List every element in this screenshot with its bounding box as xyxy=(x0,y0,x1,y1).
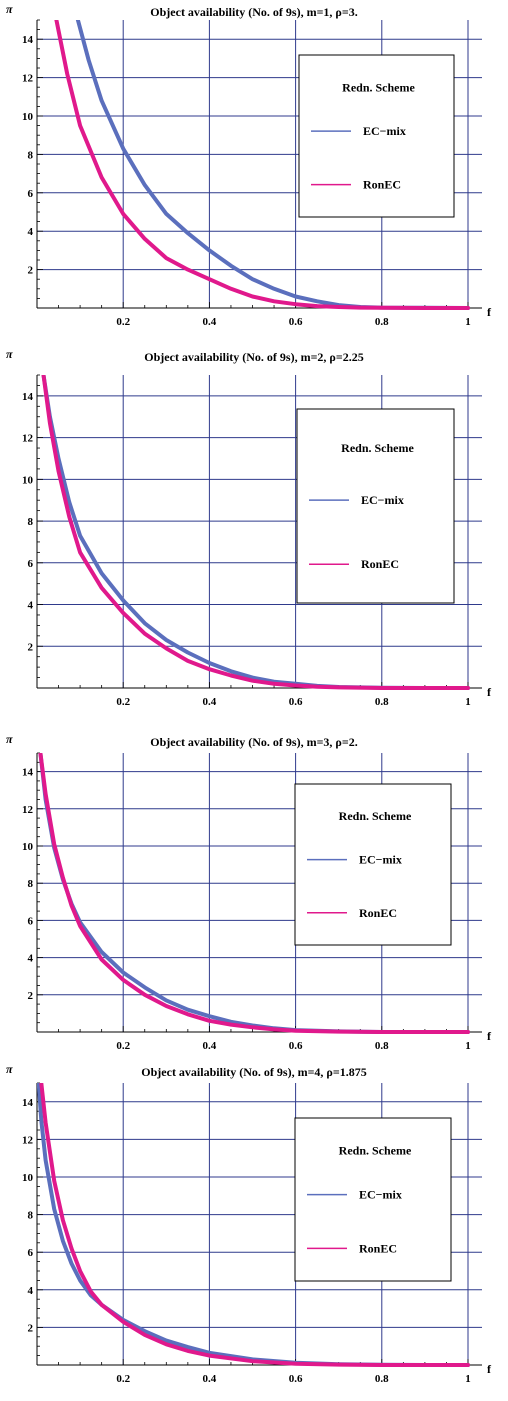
legend-label-ec-mix: EC−mix xyxy=(359,853,402,867)
y-tick-label: 6 xyxy=(28,1247,34,1259)
legend-label-ronec: RonEC xyxy=(363,178,401,192)
legend: Redn. Scheme EC−mix RonEC xyxy=(294,1117,452,1282)
x-tick-label: 0.2 xyxy=(116,696,130,708)
y-tick-label: 2 xyxy=(28,641,34,653)
y-tick-label: 4 xyxy=(28,953,34,965)
series-group xyxy=(54,20,470,310)
series-group xyxy=(38,753,470,1034)
x-tick-label: 0.8 xyxy=(375,1373,389,1385)
y-tick-label: 14 xyxy=(22,1097,34,1109)
legend-label-ec-mix: EC−mix xyxy=(359,1188,402,1202)
y-axis-label: π xyxy=(6,347,13,361)
y-tick-label: 4 xyxy=(28,226,34,238)
legend: Redn. Scheme EC−mix RonEC xyxy=(294,783,452,946)
x-tick-label: 0.2 xyxy=(116,1373,130,1385)
x-tick-label: 0.4 xyxy=(203,316,217,328)
series-group xyxy=(37,1083,470,1367)
y-tick-label: 12 xyxy=(22,73,34,85)
y-tick-label: 10 xyxy=(22,1172,34,1184)
y-tick-label: 12 xyxy=(22,433,34,445)
chart-title: Object availability (No. of 9s), m=2, ρ=… xyxy=(144,350,363,364)
chart-title: Object availability (No. of 9s), m=3, ρ=… xyxy=(150,735,357,749)
legend-label-ronec: RonEC xyxy=(359,906,397,920)
legend: Redn. Scheme EC−mix RonEC xyxy=(296,408,455,604)
chart-panel-4: Object availability (No. of 9s), m=4, ρ=… xyxy=(6,1062,492,1385)
x-tick-label: 1 xyxy=(465,696,471,708)
x-axis-label: f xyxy=(487,1362,492,1376)
y-tick-label: 10 xyxy=(22,841,34,853)
x-tick-label: 0.8 xyxy=(375,696,389,708)
chart-panel-1: Object availability (No. of 9s), m=1, ρ=… xyxy=(6,2,492,328)
series-line-ronec xyxy=(54,20,470,310)
x-axis-label: f xyxy=(487,685,492,699)
series-group xyxy=(41,375,470,690)
legend-box xyxy=(294,783,452,946)
x-tick-label: 0.6 xyxy=(289,1373,303,1385)
y-tick-label: 10 xyxy=(22,474,34,486)
legend-box xyxy=(298,54,455,218)
x-tick-label: 0.4 xyxy=(203,696,217,708)
y-tick-label: 2 xyxy=(28,1322,34,1334)
y-tick-label: 2 xyxy=(28,990,34,1002)
chart-title: Object availability (No. of 9s), m=4, ρ=… xyxy=(141,1065,366,1079)
x-axis-label: f xyxy=(487,1029,492,1043)
x-tick-label: 1 xyxy=(465,316,471,328)
chart-panel-2: Object availability (No. of 9s), m=2, ρ=… xyxy=(6,347,492,708)
y-tick-label: 12 xyxy=(22,804,34,816)
y-tick-label: 14 xyxy=(22,34,34,46)
y-tick-label: 8 xyxy=(28,1210,34,1222)
y-tick-label: 6 xyxy=(28,915,34,927)
y-tick-label: 8 xyxy=(28,149,34,161)
y-tick-label: 2 xyxy=(28,265,34,277)
y-tick-label: 10 xyxy=(22,111,34,123)
legend-box xyxy=(296,408,455,604)
y-axis-label: π xyxy=(6,732,13,746)
y-tick-label: 4 xyxy=(28,1285,34,1297)
x-tick-label: 0.4 xyxy=(203,1373,217,1385)
y-tick-label: 14 xyxy=(22,391,34,403)
x-tick-label: 0.6 xyxy=(289,696,303,708)
x-tick-label: 0.6 xyxy=(289,1040,303,1052)
y-tick-label: 14 xyxy=(22,767,34,779)
y-axis-label: π xyxy=(6,1062,13,1076)
x-tick-label: 0.6 xyxy=(289,316,303,328)
chart-title: Object availability (No. of 9s), m=1, ρ=… xyxy=(150,5,357,19)
x-tick-label: 0.8 xyxy=(375,1040,389,1052)
y-axis-label: π xyxy=(6,2,13,16)
series-line-ronec xyxy=(41,375,470,690)
legend-title: Redn. Scheme xyxy=(339,1144,412,1158)
legend-title: Redn. Scheme xyxy=(341,441,414,455)
y-tick-label: 8 xyxy=(28,516,34,528)
legend-label-ronec: RonEC xyxy=(361,557,399,571)
y-tick-label: 12 xyxy=(22,1134,34,1146)
x-tick-label: 0.8 xyxy=(375,316,389,328)
x-tick-label: 0.2 xyxy=(116,316,130,328)
x-axis-label: f xyxy=(487,305,492,319)
y-tick-label: 6 xyxy=(28,188,34,200)
series-line-ronec xyxy=(38,753,470,1034)
y-tick-label: 6 xyxy=(28,558,34,570)
legend: Redn. Scheme EC−mix RonEC xyxy=(298,54,455,218)
y-tick-label: 8 xyxy=(28,878,34,890)
legend-title: Redn. Scheme xyxy=(339,809,412,823)
legend-box xyxy=(294,1117,452,1282)
legend-title: Redn. Scheme xyxy=(342,80,415,94)
x-tick-label: 0.4 xyxy=(203,1040,217,1052)
chart-panel-3: Object availability (No. of 9s), m=3, ρ=… xyxy=(6,732,492,1052)
y-tick-label: 4 xyxy=(28,600,34,612)
x-tick-label: 0.2 xyxy=(116,1040,130,1052)
x-tick-label: 1 xyxy=(465,1040,471,1052)
series-line-ronec xyxy=(39,1083,470,1367)
x-tick-label: 1 xyxy=(465,1373,471,1385)
legend-label-ec-mix: EC−mix xyxy=(363,124,406,138)
legend-label-ronec: RonEC xyxy=(359,1241,397,1255)
legend-label-ec-mix: EC−mix xyxy=(361,493,404,507)
